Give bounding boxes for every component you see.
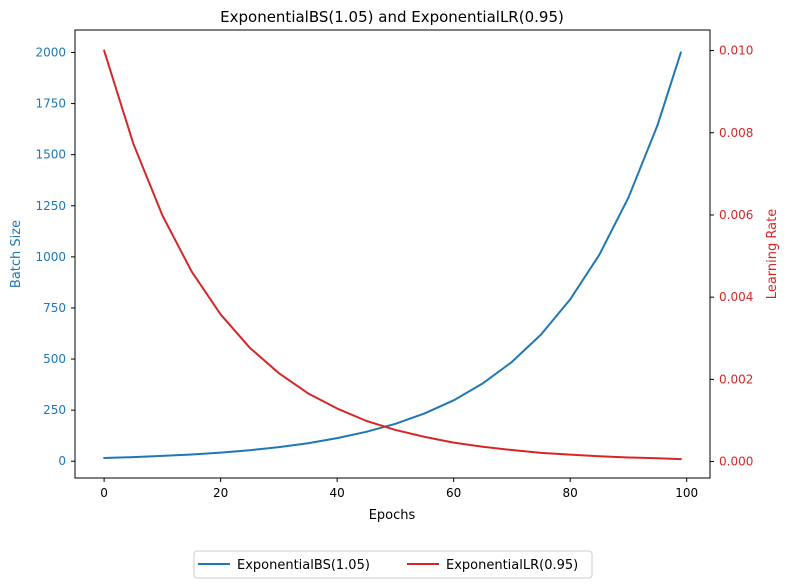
y-left-tick-label: 1250 xyxy=(35,199,66,213)
y-right-tick-label: 0.010 xyxy=(719,44,753,58)
y-left-tick-label: 750 xyxy=(43,301,66,315)
y-right-axis-label: Learning Rate xyxy=(765,209,780,299)
x-axis-label: Epochs xyxy=(369,508,416,523)
legend: ExponentialBS(1.05) ExponentialLR(0.95) xyxy=(193,550,593,579)
series-line-learning-rate xyxy=(103,49,682,461)
legend-box xyxy=(193,550,593,579)
x-tick-label: 40 xyxy=(330,486,345,500)
series-lines xyxy=(103,49,682,461)
y-right-axis-ticks: 0.000 0.002 0.004 0.006 0.008 0.010 xyxy=(710,44,753,469)
legend-label-batch-size: ExponentialBS(1.05) xyxy=(237,558,370,573)
series-line-batch-size xyxy=(103,51,682,459)
x-axis-ticks: 0 20 40 60 80 100 xyxy=(100,478,698,500)
x-tick-label: 60 xyxy=(446,486,461,500)
y-left-tick-label: 250 xyxy=(43,403,66,417)
y-left-tick-label: 2000 xyxy=(35,45,66,59)
x-tick-label: 100 xyxy=(675,486,698,500)
x-tick-label: 80 xyxy=(563,486,578,500)
plot-area xyxy=(74,29,711,479)
y-left-tick-label: 500 xyxy=(43,352,66,366)
y-right-tick-label: 0.008 xyxy=(719,126,753,140)
y-right-tick-label: 0.006 xyxy=(719,208,753,222)
y-left-axis-ticks: 0 250 500 750 1000 1250 1500 1750 2000 xyxy=(35,45,75,468)
y-left-tick-label: 1000 xyxy=(35,250,66,264)
x-tick-label: 0 xyxy=(100,486,108,500)
y-left-tick-label: 0 xyxy=(58,454,66,468)
y-right-tick-label: 0.004 xyxy=(719,290,753,304)
y-right-tick-label: 0.002 xyxy=(719,372,753,386)
y-left-tick-label: 1500 xyxy=(35,148,66,162)
y-left-tick-label: 1750 xyxy=(35,97,66,111)
legend-label-learning-rate: ExponentialLR(0.95) xyxy=(446,558,578,573)
y-right-tick-label: 0.000 xyxy=(719,455,753,469)
y-left-axis-label: Batch Size xyxy=(9,220,24,288)
x-tick-label: 20 xyxy=(213,486,228,500)
chart-title: ExponentialBS(1.05) and ExponentialLR(0.… xyxy=(220,8,564,26)
